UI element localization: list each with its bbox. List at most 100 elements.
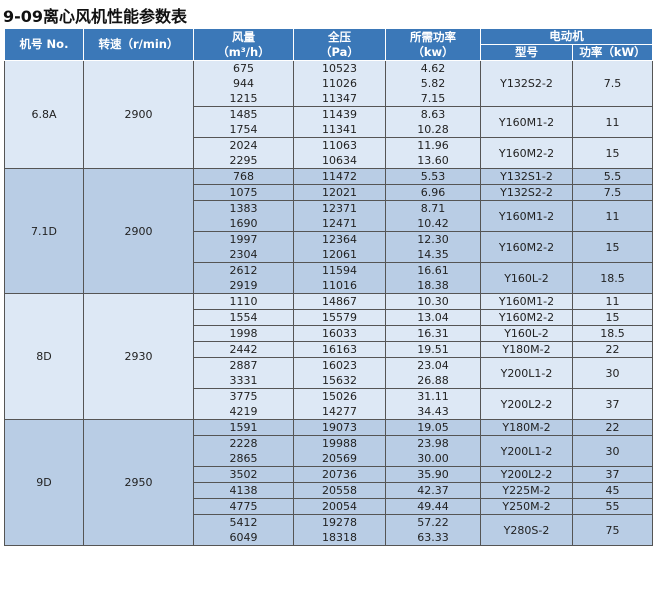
motor-model-cell: Y180M-2 — [480, 341, 573, 358]
flow-cell: 3775 — [193, 388, 294, 404]
pressure-cell: 15632 — [293, 372, 386, 389]
model-no-cell: 6.8A — [4, 60, 84, 169]
power-cell: 10.30 — [385, 293, 481, 310]
pressure-cell: 19988 — [293, 435, 386, 451]
header-cell: 所需功率 （kw） — [385, 28, 481, 61]
header-text: 风量 — [232, 29, 255, 44]
pressure-cell: 11594 — [293, 262, 386, 278]
power-cell: 12.30 — [385, 231, 481, 247]
header-text: 全压 — [328, 29, 351, 44]
motor-model-cell: Y200L2-2 — [480, 466, 573, 483]
header-unit: （Pa） — [320, 44, 359, 59]
motor-power-cell: 11 — [572, 200, 653, 232]
flow-cell: 2887 — [193, 357, 294, 373]
data-row: 4775 20054 49.44 Y250M-2 55 — [5, 498, 653, 515]
motor-power-cell: 15 — [572, 137, 653, 169]
data-row: 4138 20558 42.37 Y225M-2 45 — [5, 482, 653, 499]
flow-cell: 1690 — [193, 215, 294, 232]
motor-model-cell: Y250M-2 — [480, 498, 573, 515]
motor-model-cell: Y132S2-2 — [480, 184, 573, 201]
data-row: 9D 2950 1591 19073 19.05 Y180M-2 22 — [4, 419, 653, 546]
pressure-cell: 12061 — [293, 246, 386, 263]
flow-cell: 1215 — [193, 90, 294, 107]
pressure-cell: 11472 — [293, 168, 386, 185]
motor-power-cell: 5.5 — [572, 168, 653, 185]
table-body: 6.8A 2900 675 10523 4.62 Y132S2-2 7.5 944 11026 5… — [4, 60, 653, 546]
header-cell: 风量 （m³/h） — [193, 28, 294, 61]
motor-model-cell: Y160L-2 — [480, 325, 573, 342]
model-no-cell: 8D — [4, 293, 84, 420]
flow-cell: 2024 — [193, 137, 294, 153]
speed-cell: 2900 — [83, 168, 194, 294]
performance-table: 机号 No. 转速（r/min） 风量 （m³/h） 全压 （Pa） 所需功率 （kw… — [4, 28, 653, 546]
power-cell: 5.82 — [385, 75, 481, 91]
header-unit: （m³/h） — [217, 44, 270, 59]
pressure-cell: 11063 — [293, 137, 386, 153]
motor-model-cell: Y160M1-2 — [480, 293, 573, 310]
data-row: 1997 12364 12.30 Y160M2-2 15 — [5, 231, 653, 263]
data-row: 2887 16023 23.04 Y200L1-2 30 — [5, 357, 653, 389]
flow-cell: 2295 — [193, 152, 294, 169]
header-unit: （kw） — [412, 44, 454, 59]
power-cell: 8.71 — [385, 200, 481, 216]
flow-cell: 6049 — [193, 529, 294, 546]
flow-cell: 1554 — [193, 309, 294, 326]
data-row: 6049 18318 63.33 — [5, 529, 653, 546]
header-cell: 功率（kW） — [572, 44, 653, 61]
header-cell: 转速（r/min） — [83, 28, 194, 61]
pressure-cell: 19278 — [293, 514, 386, 530]
header-cell: 型号 — [480, 44, 573, 61]
pressure-cell: 12021 — [293, 184, 386, 201]
flow-cell: 675 — [193, 60, 294, 76]
model-no-cell: 9D — [4, 419, 84, 546]
pressure-cell: 16163 — [293, 341, 386, 358]
data-row: 1075 12021 6.96 Y132S2-2 7.5 — [5, 184, 653, 201]
motor-power-cell: 15 — [572, 231, 653, 263]
speed-cell: 2950 — [83, 419, 194, 546]
pressure-cell: 12371 — [293, 200, 386, 216]
motor-model-cell: Y225M-2 — [480, 482, 573, 499]
power-cell: 6.96 — [385, 184, 481, 201]
pressure-cell: 11347 — [293, 90, 386, 107]
pressure-cell: 10634 — [293, 152, 386, 169]
flow-cell: 4219 — [193, 403, 294, 420]
header-cell: 机号 No. — [4, 28, 84, 61]
table-header: 机号 No. 转速（r/min） 风量 （m³/h） 全压 （Pa） 所需功率 （kw… — [4, 28, 653, 61]
pressure-cell: 20736 — [293, 466, 386, 483]
power-cell: 31.11 — [385, 388, 481, 404]
data-row: 2442 16163 19.51 Y180M-2 22 — [5, 341, 653, 358]
power-cell: 16.31 — [385, 325, 481, 342]
power-cell: 23.98 — [385, 435, 481, 451]
flow-cell: 4138 — [193, 482, 294, 499]
flow-cell: 4775 — [193, 498, 294, 515]
power-cell: 63.33 — [385, 529, 481, 546]
flow-cell: 3331 — [193, 372, 294, 389]
power-cell: 10.42 — [385, 215, 481, 232]
motor-model-cell: Y132S1-2 — [480, 168, 573, 185]
data-row: 2295 10634 13.60 — [5, 152, 653, 169]
data-row: 2228 19988 23.98 Y200L1-2 30 — [5, 435, 653, 467]
power-cell: 11.96 — [385, 137, 481, 153]
power-cell: 30.00 — [385, 450, 481, 467]
power-cell: 8.63 — [385, 106, 481, 122]
data-row: 2612 11594 16.61 Y160L-2 18.5 — [5, 262, 653, 294]
motor-model-cell: Y200L1-2 — [480, 357, 573, 389]
motor-model-cell: Y160M2-2 — [480, 231, 573, 263]
header-cell: 电动机 — [480, 28, 653, 45]
speed-cell: 2900 — [83, 60, 194, 169]
power-cell: 35.90 — [385, 466, 481, 483]
title: 9-09离心风机性能参数表 — [3, 7, 188, 26]
data-row: 2865 20569 30.00 — [5, 450, 653, 467]
power-cell: 4.62 — [385, 60, 481, 76]
data-row: 1690 12471 10.42 — [5, 215, 653, 232]
data-row: 2304 12061 14.35 — [5, 246, 653, 263]
motor-power-cell: 15 — [572, 309, 653, 326]
motor-model-cell: Y160M1-2 — [480, 106, 573, 138]
header-row: 机号 No. 转速（r/min） 风量 （m³/h） 全压 （Pa） 所需功率 （kw… — [4, 28, 653, 61]
power-cell: 49.44 — [385, 498, 481, 515]
data-row: 3502 20736 35.90 Y200L2-2 37 — [5, 466, 653, 483]
data-row: 6.8A 2900 675 10523 4.62 Y132S2-2 7.5 — [4, 60, 653, 169]
power-cell: 19.51 — [385, 341, 481, 358]
data-row: 1998 16033 16.31 Y160L-2 18.5 — [5, 325, 653, 342]
